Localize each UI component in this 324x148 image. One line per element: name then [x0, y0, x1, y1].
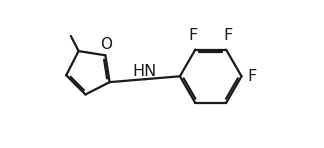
Text: HN: HN [133, 64, 157, 79]
Text: F: F [224, 28, 233, 44]
Text: F: F [188, 28, 198, 44]
Text: O: O [100, 37, 112, 52]
Text: F: F [248, 69, 257, 84]
